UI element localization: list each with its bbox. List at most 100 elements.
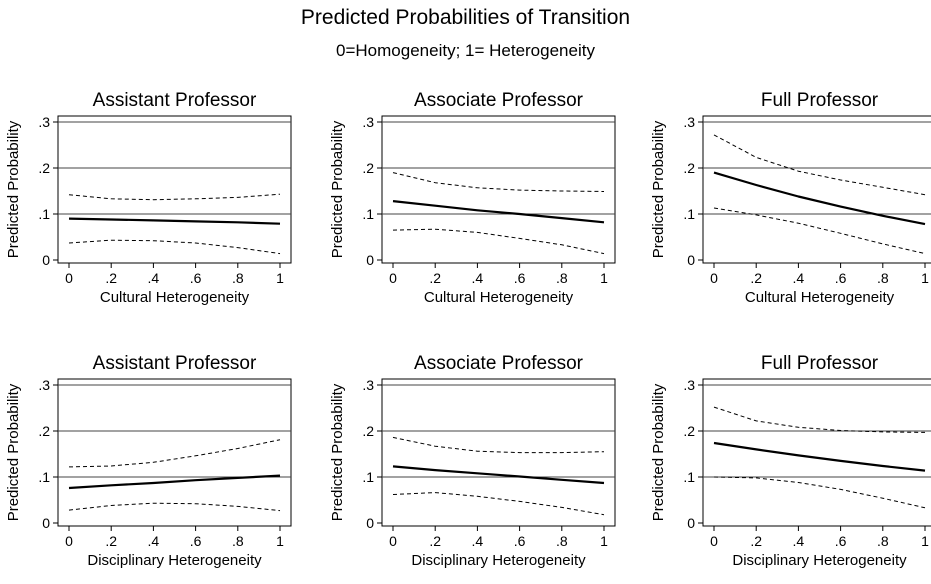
chart-panel-5: Associate Professor 0 .1 .2 .3 0 .2 .4 .6 .8 1 Disc… (329, 353, 616, 569)
plot-frame (702, 378, 931, 527)
confidence-lower-line (713, 476, 926, 509)
chart-panel-2: Associate Professor 0 .1 .2 .3 0 .2 .4 .6 .8 1 Cult… (329, 90, 616, 306)
x-tick-label: 1 (276, 270, 284, 286)
x-tick-label: .2 (750, 533, 762, 549)
x-axis-label: Cultural Heterogeneity (100, 289, 250, 306)
x-tick-label: 1 (921, 270, 929, 286)
plot-frame (57, 115, 292, 264)
x-tick-label: .8 (556, 270, 568, 286)
confidence-upper-line (713, 134, 926, 196)
x-tick-label: .8 (556, 533, 568, 549)
y-tick-label: .1 (38, 469, 50, 485)
figure-title: Predicted Probabilities of Transition (300, 6, 631, 29)
chart-panel-6: Full Professor 0 .1 .2 .3 0 .2 .4 .6 .8 1 Disciplin… (650, 353, 931, 569)
confidence-upper-line (392, 172, 605, 192)
y-tick-label: .1 (683, 206, 695, 222)
x-tick-label: 1 (921, 533, 929, 549)
y-axis-label: Predicted Probability (650, 383, 667, 521)
predicted-probability-line (392, 200, 605, 224)
x-tick-label: .2 (429, 270, 441, 286)
x-tick-label: 0 (710, 533, 718, 549)
y-tick-label: 0 (366, 252, 374, 268)
chart-panel-4: Assistant Professor 0 .1 .2 .3 0 .2 .4 .6 .8 1 Disc… (5, 353, 292, 569)
figure-subtitle: 0=Homogeneity; 1= Heterogeneity (336, 41, 595, 60)
x-tick-label: .6 (514, 270, 526, 286)
x-tick-label: 1 (600, 270, 608, 286)
y-tick-label: .1 (38, 206, 50, 222)
confidence-upper-line (713, 406, 926, 433)
x-tick-label: .6 (514, 533, 526, 549)
y-tick-label: .2 (683, 160, 695, 176)
x-tick-label: 0 (389, 533, 397, 549)
predicted-probability-line (392, 465, 605, 485)
confidence-lower-line (713, 207, 926, 255)
y-tick-label: .3 (683, 114, 695, 130)
confidence-lower-line (68, 239, 281, 255)
y-tick-label: 0 (42, 515, 50, 531)
panel-title: Assistant Professor (93, 90, 257, 111)
y-tick-label: .3 (38, 114, 50, 130)
x-tick-label: .6 (835, 533, 847, 549)
predicted-probability-line (68, 217, 281, 225)
y-axis-label: Predicted Probability (329, 120, 346, 258)
confidence-lower-line (392, 492, 605, 516)
confidence-upper-line (392, 436, 605, 454)
y-tick-label: 0 (687, 252, 695, 268)
y-tick-label: 0 (366, 515, 374, 531)
y-tick-label: .2 (38, 423, 50, 439)
y-axis-label: Predicted Probability (650, 120, 667, 258)
x-tick-label: 1 (276, 533, 284, 549)
y-axis-label: Predicted Probability (329, 383, 346, 521)
x-tick-label: .8 (877, 533, 889, 549)
predicted-probability-line (713, 171, 926, 226)
x-axis-label: Disciplinary Heterogeneity (732, 552, 907, 569)
panel-title: Associate Professor (414, 353, 584, 374)
y-axis-label: Predicted Probability (5, 120, 22, 258)
y-tick-label: .3 (362, 114, 374, 130)
x-tick-label: .6 (835, 270, 847, 286)
x-tick-label: 1 (600, 533, 608, 549)
panel-title: Associate Professor (414, 90, 584, 111)
x-tick-label: 0 (389, 270, 397, 286)
confidence-upper-line (68, 193, 281, 201)
y-tick-label: .2 (362, 423, 374, 439)
panel-title: Full Professor (761, 90, 879, 111)
y-tick-label: .1 (362, 206, 374, 222)
y-tick-label: .3 (683, 377, 695, 393)
x-tick-label: 0 (710, 270, 718, 286)
x-tick-label: .4 (148, 270, 160, 286)
plot-frame (381, 378, 616, 527)
x-tick-label: .4 (793, 533, 805, 549)
x-tick-label: .4 (472, 270, 484, 286)
x-tick-label: .2 (429, 533, 441, 549)
x-tick-label: .6 (190, 533, 202, 549)
y-tick-label: .2 (38, 160, 50, 176)
y-tick-label: 0 (687, 515, 695, 531)
plot-frame (381, 115, 616, 264)
y-tick-label: .3 (38, 377, 50, 393)
x-tick-label: .8 (232, 270, 244, 286)
x-axis-label: Disciplinary Heterogeneity (87, 552, 262, 569)
y-tick-label: .1 (362, 469, 374, 485)
x-axis-label: Cultural Heterogeneity (745, 289, 895, 306)
x-tick-label: .2 (750, 270, 762, 286)
confidence-lower-line (68, 502, 281, 512)
chart-panel-3: Full Professor 0 .1 .2 .3 0 .2 .4 .6 .8 1 Cultural … (650, 90, 931, 306)
y-axis-label: Predicted Probability (5, 383, 22, 521)
confidence-upper-line (68, 439, 281, 468)
chart-panel-1: Assistant Professor 0 .1 .2 .3 0 .2 .4 .6 .8 1 Cult… (5, 90, 292, 306)
x-tick-label: .8 (232, 533, 244, 549)
y-tick-label: .1 (683, 469, 695, 485)
y-tick-label: .2 (362, 160, 374, 176)
y-tick-label: .3 (362, 377, 374, 393)
x-axis-label: Disciplinary Heterogeneity (411, 552, 586, 569)
confidence-lower-line (392, 228, 605, 255)
y-tick-label: .2 (683, 423, 695, 439)
x-tick-label: .4 (793, 270, 805, 286)
predicted-probability-line (713, 441, 926, 472)
panel-title: Assistant Professor (93, 353, 257, 374)
x-tick-label: .4 (472, 533, 484, 549)
x-tick-label: .2 (105, 270, 117, 286)
x-tick-label: .2 (105, 533, 117, 549)
